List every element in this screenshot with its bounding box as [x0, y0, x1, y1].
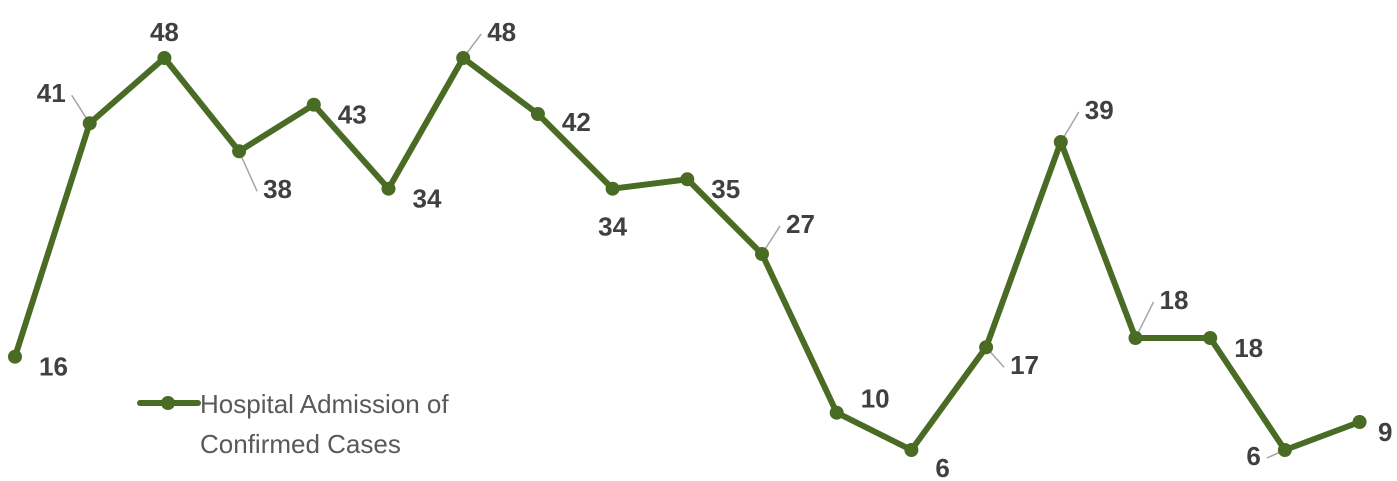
data-point-10: [680, 172, 695, 187]
data-point-19: [1352, 415, 1367, 429]
data-labels: 16 41 48 38 43 34 48 42 34 35 27 10 6 17 39 18 18 6 9: [37, 17, 1393, 481]
data-label-6: 34: [413, 184, 442, 214]
data-point-8: [530, 107, 545, 121]
data-label-19: 9: [1378, 417, 1392, 447]
data-point-13: [904, 443, 919, 457]
data-point-4: [232, 144, 247, 159]
data-label-13: 6: [935, 453, 949, 481]
data-point-6: [381, 181, 396, 196]
data-label-18: 6: [1246, 441, 1260, 471]
data-point-7: [456, 51, 471, 65]
data-point-11: [755, 247, 769, 261]
data-point-12: [829, 405, 844, 420]
data-label-17: 18: [1234, 333, 1263, 363]
data-label-15: 39: [1085, 95, 1114, 125]
data-point-9: [605, 181, 620, 196]
data-point-1: [8, 349, 22, 364]
legend-marker: [161, 396, 175, 410]
data-label-11: 27: [786, 209, 815, 239]
data-points: [8, 51, 1367, 457]
leader-line-4: [238, 150, 258, 192]
data-label-1: 16: [39, 352, 68, 382]
data-label-8: 42: [562, 107, 591, 137]
data-label-12: 10: [861, 384, 890, 414]
legend-label-line-2: Confirmed Cases: [200, 429, 401, 459]
data-label-7: 48: [487, 17, 516, 47]
data-label-9: 34: [598, 212, 627, 242]
data-point-16: [1128, 331, 1143, 345]
data-label-14: 17: [1010, 350, 1039, 380]
data-point-18: [1277, 443, 1292, 457]
data-label-10: 35: [711, 174, 740, 204]
data-label-5: 43: [338, 100, 367, 130]
data-label-4: 38: [263, 174, 292, 204]
data-point-17: [1203, 331, 1218, 345]
data-point-2: [82, 116, 97, 131]
data-point-5: [306, 97, 321, 112]
data-point-15: [1053, 135, 1068, 149]
data-label-16: 18: [1160, 285, 1189, 315]
data-point-3: [157, 51, 172, 65]
data-point-14: [979, 340, 994, 355]
data-label-2: 41: [37, 78, 66, 108]
data-label-3: 48: [150, 17, 179, 47]
legend-label-line-1: Hospital Admission of: [200, 389, 449, 419]
legend: Hospital Admission of Confirmed Cases: [137, 389, 449, 459]
